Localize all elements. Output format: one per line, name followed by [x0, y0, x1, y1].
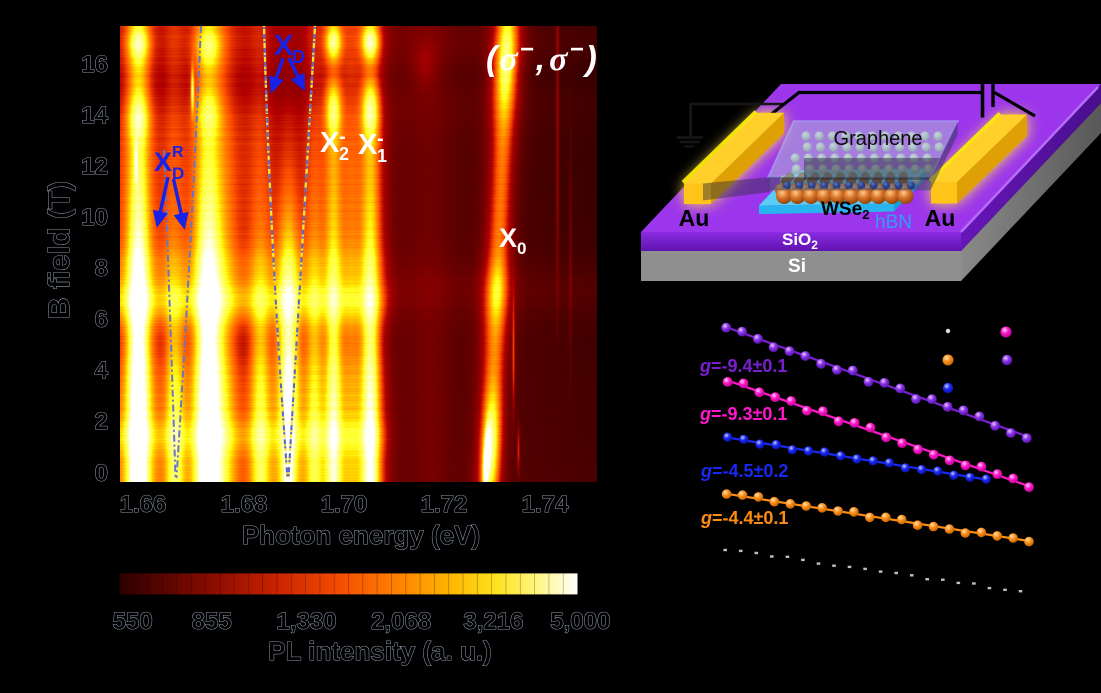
- svg-text:Photon energy (eV): Photon energy (eV): [242, 520, 480, 550]
- svg-text:1.66: 1.66: [120, 491, 167, 518]
- svg-text:g=-4.4±0.1: g=-4.4±0.1: [700, 508, 788, 528]
- svg-text:R: R: [172, 144, 184, 161]
- svg-text:2: 2: [339, 144, 349, 164]
- svg-text:X: X: [274, 30, 294, 62]
- svg-text:2: 2: [95, 408, 108, 435]
- svg-text:-: -: [339, 126, 346, 148]
- svg-text:SiO2: SiO2: [782, 230, 818, 252]
- svg-text:1.72: 1.72: [421, 491, 468, 518]
- svg-text:16: 16: [81, 51, 108, 78]
- svg-text:WSe2: WSe2: [821, 199, 869, 222]
- svg-text:Si: Si: [788, 256, 806, 277]
- svg-text:B field (T): B field (T): [43, 181, 76, 319]
- svg-text:PL intensity (a. u.): PL intensity (a. u.): [268, 636, 491, 666]
- svg-text:1: 1: [377, 146, 387, 166]
- svg-text:12: 12: [81, 153, 108, 180]
- svg-text:X: X: [320, 127, 340, 159]
- svg-text:5,000: 5,000: [550, 608, 610, 635]
- svg-text:1.74: 1.74: [522, 491, 569, 518]
- svg-text:2,068: 2,068: [371, 608, 431, 635]
- svg-text:0: 0: [517, 239, 526, 258]
- svg-text:Graphene: Graphene: [834, 128, 923, 150]
- svg-text:4: 4: [95, 357, 109, 384]
- svg-text:X: X: [499, 223, 517, 253]
- svg-text:X: X: [154, 147, 172, 177]
- svg-text:g=-4.5±0.2: g=-4.5±0.2: [700, 461, 788, 481]
- svg-text:1.68: 1.68: [221, 491, 268, 518]
- svg-text:D: D: [292, 47, 305, 67]
- svg-text:X: X: [358, 129, 378, 161]
- svg-text:g=-9.3±0.1: g=-9.3±0.1: [699, 404, 787, 424]
- svg-text:g=-9.4±0.1: g=-9.4±0.1: [699, 356, 787, 376]
- svg-text:550: 550: [113, 608, 153, 635]
- svg-text:(σ−,σ−): (σ−,σ−): [486, 36, 599, 78]
- svg-text:6: 6: [95, 306, 108, 333]
- svg-text:Au: Au: [679, 205, 710, 231]
- svg-text:14: 14: [81, 102, 108, 129]
- svg-text:Au: Au: [925, 205, 956, 231]
- svg-text:-: -: [377, 128, 384, 150]
- svg-text:0: 0: [95, 460, 108, 487]
- svg-text:1.70: 1.70: [321, 491, 368, 518]
- svg-text:8: 8: [95, 255, 108, 282]
- svg-text:10: 10: [81, 204, 108, 231]
- svg-text:D: D: [172, 164, 184, 183]
- svg-text:3,216: 3,216: [463, 608, 523, 635]
- svg-text:1,330: 1,330: [276, 608, 336, 635]
- svg-text:hBN: hBN: [875, 212, 912, 233]
- svg-text:855: 855: [192, 608, 232, 635]
